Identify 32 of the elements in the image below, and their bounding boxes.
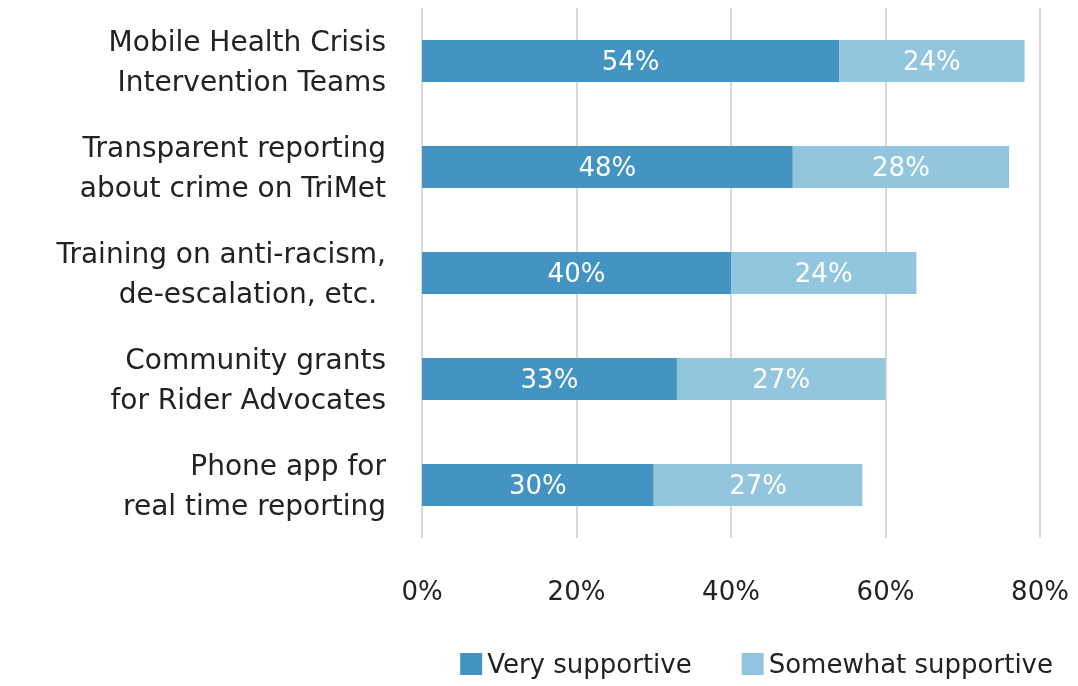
x-tick-label: 0%: [401, 576, 443, 606]
y-tick-label: Phone app for real time reporting: [123, 448, 387, 522]
data-label: 24%: [794, 258, 853, 288]
bar: [653, 464, 863, 506]
data-label: 27%: [729, 470, 787, 500]
bar: [839, 40, 1025, 82]
bar: [676, 358, 886, 400]
data-label: 27%: [752, 364, 811, 394]
bar: [422, 252, 731, 294]
x-tick-label: 40%: [702, 576, 760, 606]
y-tick-label: Training on anti-racism, de-escalation, etc.: [55, 236, 386, 310]
bar: [422, 40, 840, 82]
data-label: 54%: [601, 46, 660, 76]
bar: [792, 146, 1010, 188]
y-tick-label: Community grants for Rider Advocates: [110, 342, 386, 416]
data-label: 28%: [872, 152, 930, 182]
y-tick-label: Transparent reporting about crime on TriMet: [79, 130, 387, 204]
x-tick-label: 20%: [547, 576, 606, 606]
bar: [422, 464, 654, 506]
data-label: 24%: [902, 46, 961, 76]
bar: [731, 252, 917, 294]
data-label: 30%: [508, 470, 567, 500]
legend-label: Somewhat supportive: [768, 649, 1054, 679]
bar: [422, 146, 793, 188]
legend-label: Very supportive: [487, 649, 692, 679]
data-label: 33%: [520, 364, 579, 394]
x-tick-label: 80%: [1011, 576, 1069, 606]
y-tick-label: Mobile Health Crisis Intervention Teams: [108, 24, 386, 98]
data-label: 40%: [547, 258, 606, 288]
bar: [422, 358, 677, 400]
x-tick-label: 60%: [856, 576, 915, 606]
data-label: 48%: [578, 152, 637, 182]
